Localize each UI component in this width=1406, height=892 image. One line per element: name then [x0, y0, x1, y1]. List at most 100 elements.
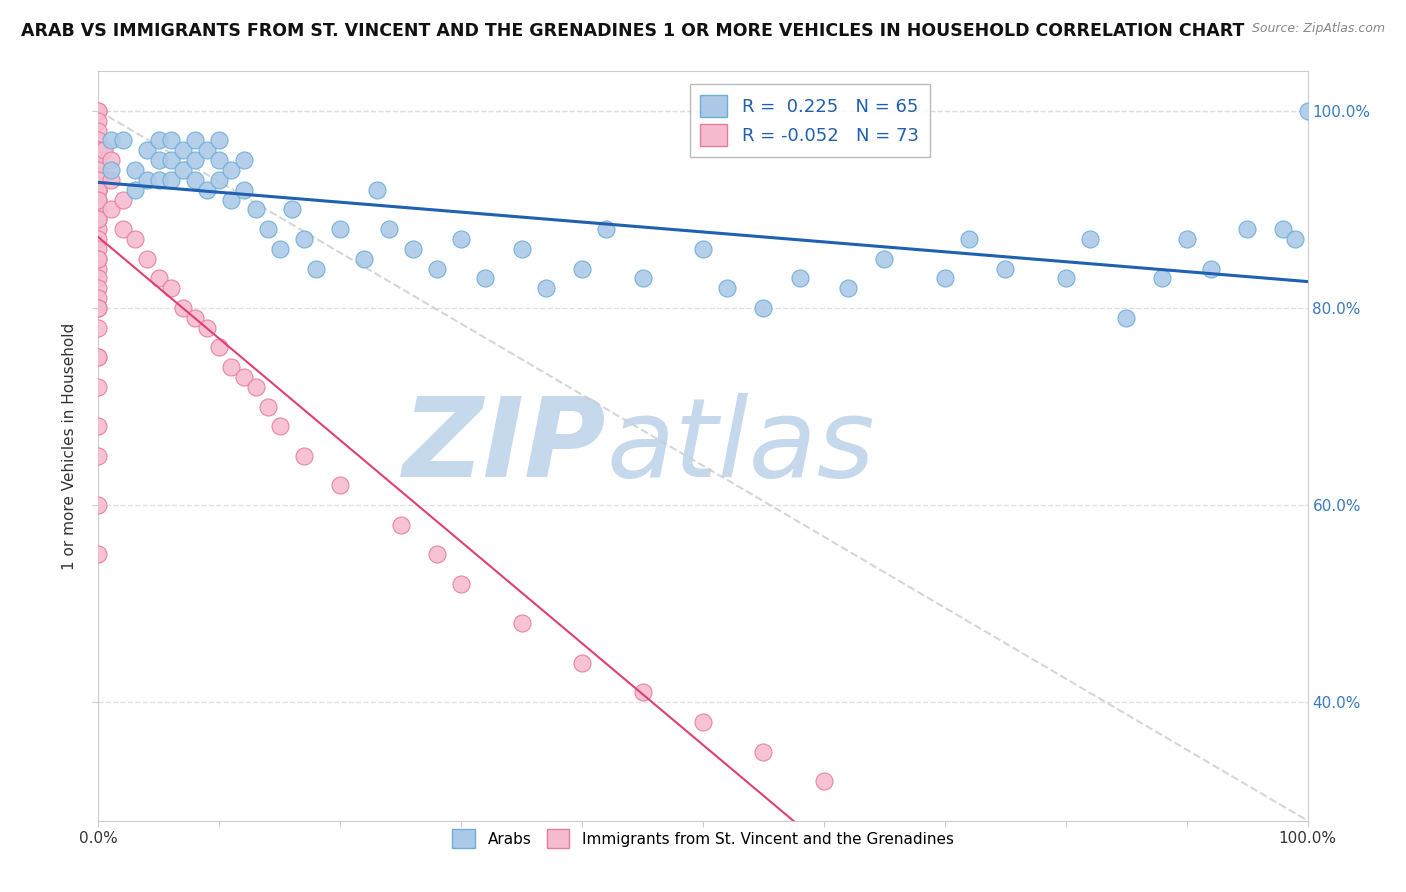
Point — [195, 183, 218, 197]
Point — [934, 271, 956, 285]
Point — [1078, 232, 1101, 246]
Point — [87, 173, 110, 187]
Point — [208, 153, 231, 167]
Point — [195, 143, 218, 157]
Point — [595, 222, 617, 236]
Point — [87, 351, 110, 365]
Point — [87, 419, 110, 434]
Point — [87, 449, 110, 463]
Point — [124, 163, 146, 178]
Point — [87, 153, 110, 167]
Point — [752, 745, 775, 759]
Point — [87, 261, 110, 276]
Point — [87, 183, 110, 197]
Point — [837, 281, 859, 295]
Point — [1152, 271, 1174, 285]
Point — [87, 163, 110, 178]
Point — [269, 242, 291, 256]
Point — [426, 548, 449, 562]
Point — [87, 153, 110, 167]
Point — [232, 370, 254, 384]
Text: atlas: atlas — [606, 392, 875, 500]
Point — [292, 449, 315, 463]
Point — [221, 163, 243, 178]
Point — [87, 242, 110, 256]
Point — [208, 340, 231, 354]
Point — [160, 281, 183, 295]
Point — [329, 222, 352, 236]
Point — [1199, 261, 1222, 276]
Point — [87, 320, 110, 334]
Point — [148, 173, 170, 187]
Point — [281, 202, 304, 217]
Point — [124, 183, 146, 197]
Point — [87, 183, 110, 197]
Point — [87, 193, 110, 207]
Point — [377, 222, 399, 236]
Point — [100, 173, 122, 187]
Point — [148, 271, 170, 285]
Point — [87, 498, 110, 512]
Point — [450, 577, 472, 591]
Point — [208, 173, 231, 187]
Point — [1236, 222, 1258, 236]
Point — [87, 548, 110, 562]
Point — [534, 281, 557, 295]
Point — [172, 301, 194, 315]
Point — [221, 193, 243, 207]
Point — [93, 143, 115, 157]
Point — [135, 173, 157, 187]
Point — [221, 360, 243, 375]
Point — [1175, 232, 1198, 246]
Point — [353, 252, 375, 266]
Point — [100, 202, 122, 217]
Point — [100, 133, 122, 147]
Point — [692, 714, 714, 729]
Point — [87, 252, 110, 266]
Point — [366, 183, 388, 197]
Y-axis label: 1 or more Vehicles in Household: 1 or more Vehicles in Household — [62, 322, 77, 570]
Point — [172, 163, 194, 178]
Point — [474, 271, 496, 285]
Point — [100, 153, 122, 167]
Text: Source: ZipAtlas.com: Source: ZipAtlas.com — [1251, 22, 1385, 36]
Point — [571, 261, 593, 276]
Point — [87, 212, 110, 227]
Point — [87, 271, 110, 285]
Point — [389, 517, 412, 532]
Point — [450, 232, 472, 246]
Point — [305, 261, 328, 276]
Point — [813, 774, 835, 789]
Point — [232, 153, 254, 167]
Point — [208, 133, 231, 147]
Point — [1272, 222, 1295, 236]
Point — [111, 133, 134, 147]
Point — [87, 183, 110, 197]
Point — [135, 252, 157, 266]
Point — [195, 320, 218, 334]
Point — [87, 143, 110, 157]
Point — [87, 301, 110, 315]
Point — [571, 656, 593, 670]
Point — [87, 301, 110, 315]
Point — [269, 419, 291, 434]
Text: ARAB VS IMMIGRANTS FROM ST. VINCENT AND THE GRENADINES 1 OR MORE VEHICLES IN HOU: ARAB VS IMMIGRANTS FROM ST. VINCENT AND … — [21, 22, 1244, 40]
Point — [256, 222, 278, 236]
Point — [124, 232, 146, 246]
Text: ZIP: ZIP — [402, 392, 606, 500]
Point — [87, 281, 110, 295]
Point — [87, 351, 110, 365]
Point — [184, 173, 207, 187]
Point — [87, 380, 110, 394]
Point — [160, 153, 183, 167]
Point — [87, 123, 110, 137]
Point — [1115, 310, 1137, 325]
Point — [232, 183, 254, 197]
Point — [87, 232, 110, 246]
Point — [111, 222, 134, 236]
Point — [957, 232, 980, 246]
Point — [160, 173, 183, 187]
Point — [87, 222, 110, 236]
Point — [87, 133, 110, 147]
Point — [87, 252, 110, 266]
